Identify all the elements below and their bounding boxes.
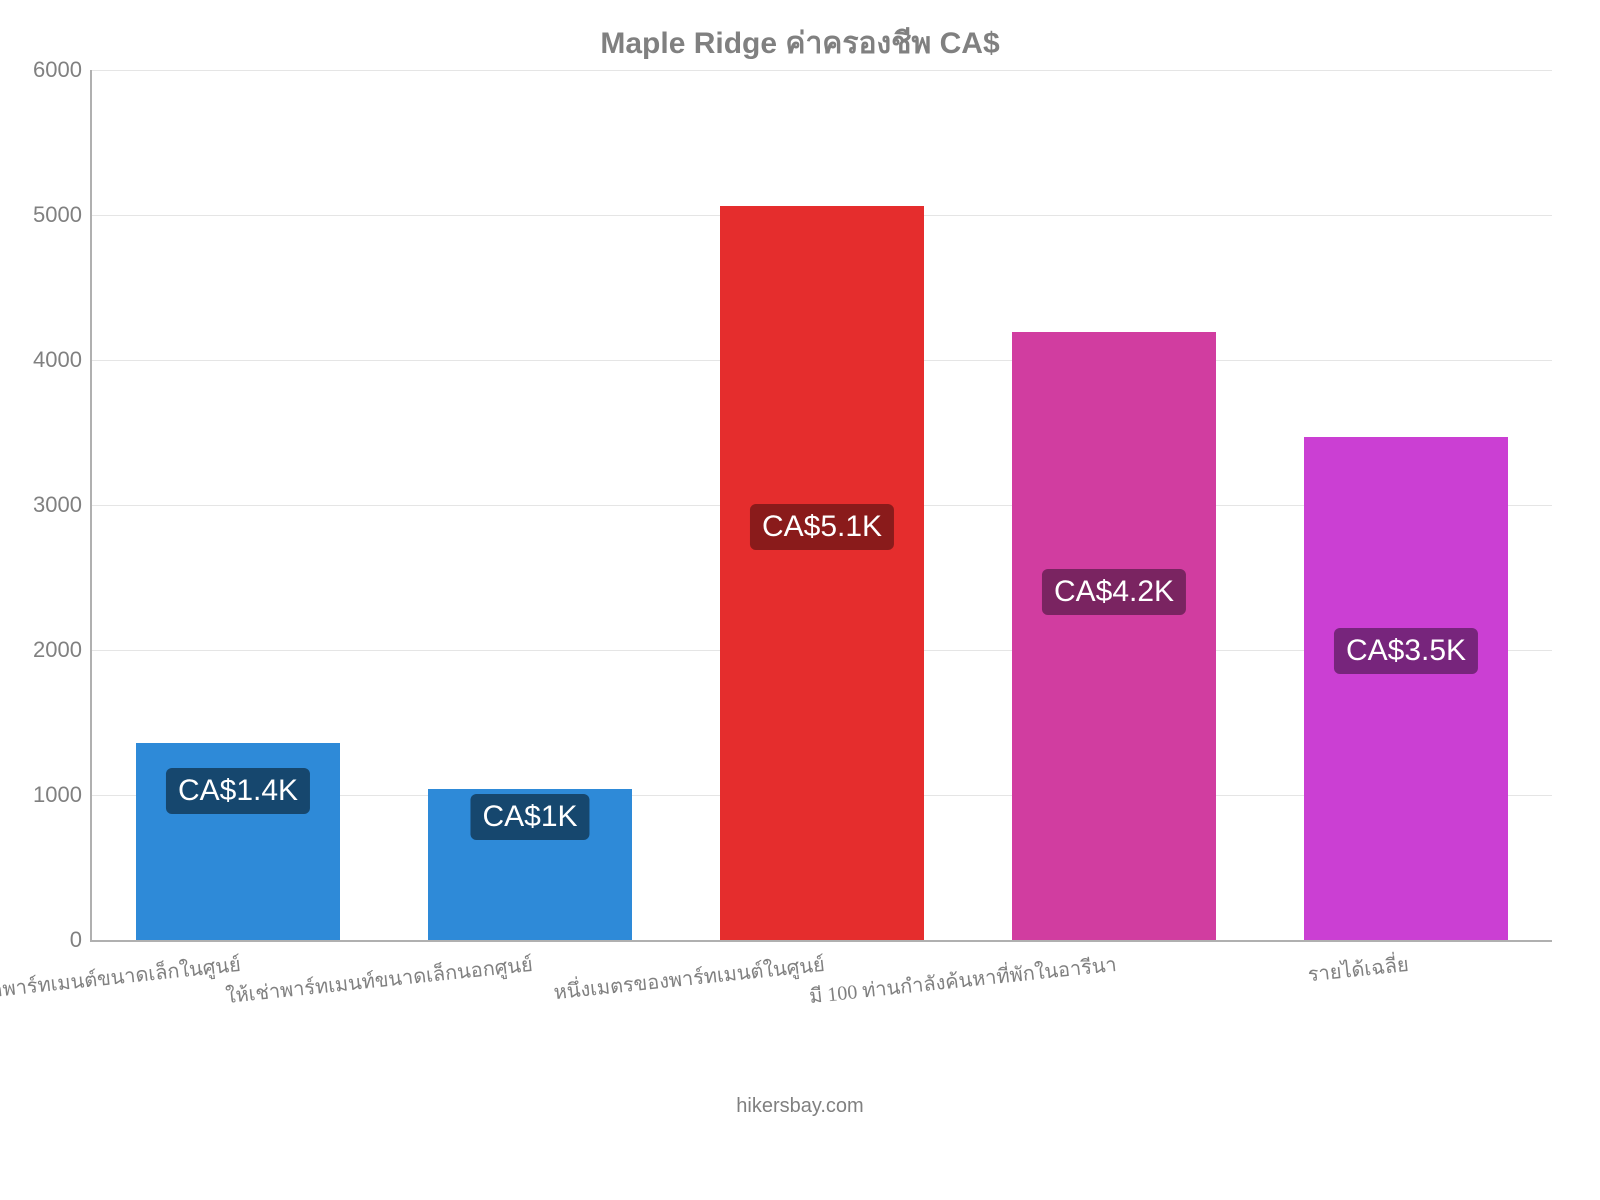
y-tick-label: 3000 <box>33 492 92 518</box>
x-tick-label: มี 100 ท่านกำลังค้นหาที่พักในอารีนา <box>807 940 1118 1012</box>
y-tick-label: 5000 <box>33 202 92 228</box>
bar-value-label: CA$1K <box>470 794 589 840</box>
bar <box>1304 437 1508 940</box>
x-tick-label: หนึ่งเมตรของพาร์ทเมนต์ในศูนย์ <box>551 940 826 1008</box>
bar-value-label: CA$4.2K <box>1042 569 1186 615</box>
y-tick-label: 2000 <box>33 637 92 663</box>
y-tick-label: 1000 <box>33 782 92 808</box>
y-tick-label: 0 <box>70 927 92 953</box>
plot-area: 0100020003000400050006000CA$1.4Kให้เช่าพ… <box>90 70 1552 942</box>
chart-container: Maple Ridge ค่าครองชีพ CA$ 0100020003000… <box>0 0 1600 1200</box>
bar-value-label: CA$3.5K <box>1334 628 1478 674</box>
chart-title: Maple Ridge ค่าครองชีพ CA$ <box>0 20 1600 67</box>
gridline <box>92 70 1552 71</box>
x-tick-label: รายได้เฉลี่ย <box>1305 940 1410 990</box>
bar <box>1012 332 1216 940</box>
y-tick-label: 4000 <box>33 347 92 373</box>
x-tick-label: ให้เช่าพาร์ทเมนต์ขนาดเล็กในศูนย์ <box>0 940 242 1011</box>
y-tick-label: 6000 <box>33 57 92 83</box>
attribution-text: hikersbay.com <box>0 1095 1600 1118</box>
bar-value-label: CA$5.1K <box>750 504 894 550</box>
x-tick-label: ให้เช่าพาร์ทเมนท์ขนาดเล็กนอกศูนย์ <box>223 940 534 1012</box>
bar-value-label: CA$1.4K <box>166 768 310 814</box>
bar <box>720 206 924 940</box>
